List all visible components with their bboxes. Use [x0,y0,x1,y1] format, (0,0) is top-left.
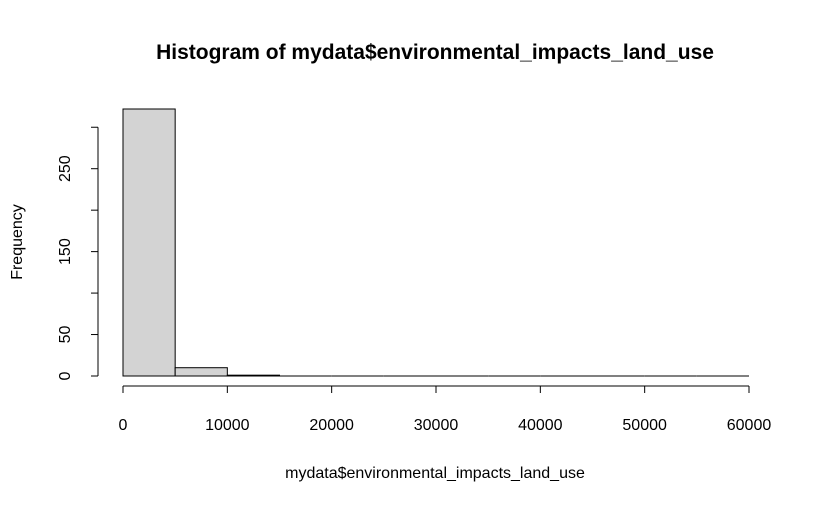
x-axis-label: mydata$environmental_impacts_land_use [285,465,585,482]
y-tick-label: 50 [57,326,74,344]
chart-title: Histogram of mydata$environmental_impact… [156,41,714,64]
histogram-bars [122,108,749,377]
histogram-bar [122,108,176,377]
x-tick-label: 20000 [309,417,354,434]
x-tick-label: 0 [119,417,128,434]
x-tick-label: 60000 [727,417,772,434]
x-tick-label: 40000 [518,417,563,434]
x-tick-label: 50000 [622,417,667,434]
y-tick-label: 250 [57,155,74,182]
histogram-bar [174,367,228,377]
y-axis-label: Frequency [9,204,26,280]
x-tick-label: 30000 [414,417,459,434]
y-tick-label: 150 [57,238,74,265]
histogram-bar [226,374,280,377]
x-tick-label: 10000 [205,417,250,434]
y-axis: 0 50 150 250 [57,126,99,380]
y-tick-label: 0 [57,371,74,380]
x-axis: 0 10000 20000 30000 40000 50000 60000 [119,385,772,434]
